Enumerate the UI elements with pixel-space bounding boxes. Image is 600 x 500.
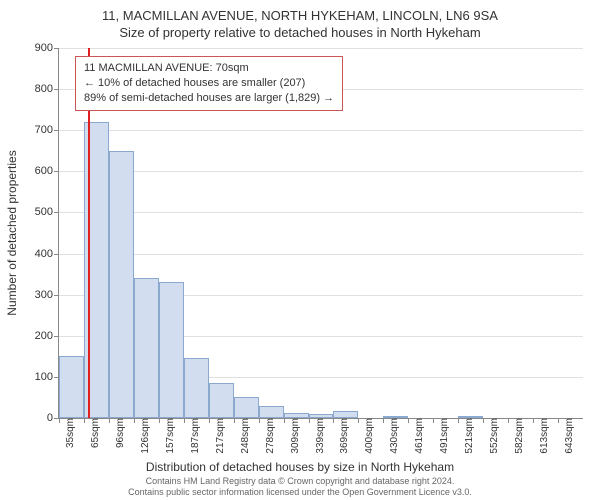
grid-line: [59, 212, 583, 213]
x-tick-mark: [234, 418, 235, 423]
grid-line: [59, 130, 583, 131]
x-tick-label: 369sqm: [337, 418, 350, 454]
x-tick-label: 491sqm: [437, 418, 450, 454]
x-tick-mark: [184, 418, 185, 423]
x-tick-mark: [383, 418, 384, 423]
y-tick-label: 900: [23, 42, 59, 54]
x-tick-label: 339sqm: [313, 418, 326, 454]
x-tick-label: 248sqm: [238, 418, 251, 454]
footer-line-2: Contains public sector information licen…: [0, 487, 600, 498]
x-tick-label: 278sqm: [263, 418, 276, 454]
x-tick-mark: [558, 418, 559, 423]
chart-title-main: 11, MACMILLAN AVENUE, NORTH HYKEHAM, LIN…: [0, 0, 600, 23]
x-tick-mark: [408, 418, 409, 423]
x-tick-label: 187sqm: [188, 418, 201, 454]
histogram-bar: [458, 416, 483, 418]
x-tick-label: 65sqm: [88, 418, 101, 448]
histogram-bar: [259, 406, 284, 418]
footer-line-1: Contains HM Land Registry data © Crown c…: [0, 476, 600, 487]
histogram-bar: [284, 413, 309, 418]
x-tick-label: 552sqm: [487, 418, 500, 454]
y-tick-label: 500: [23, 206, 59, 218]
y-tick-label: 700: [23, 124, 59, 136]
histogram-bar: [234, 397, 259, 418]
x-tick-mark: [458, 418, 459, 423]
y-tick-label: 300: [23, 289, 59, 301]
x-tick-mark: [309, 418, 310, 423]
y-tick-label: 0: [23, 412, 59, 424]
x-tick-mark: [333, 418, 334, 423]
plot-area: 010020030040050060070080090035sqm65sqm96…: [58, 48, 583, 419]
grid-line: [59, 171, 583, 172]
grid-line: [59, 48, 583, 49]
histogram-bar: [333, 411, 358, 418]
x-tick-mark: [209, 418, 210, 423]
info-line-3: 89% of semi-detached houses are larger (…: [84, 91, 334, 106]
x-tick-label: 613sqm: [537, 418, 550, 454]
y-tick-label: 200: [23, 330, 59, 342]
x-tick-mark: [358, 418, 359, 423]
x-tick-label: 643sqm: [562, 418, 575, 454]
x-tick-label: 309sqm: [288, 418, 301, 454]
x-tick-label: 217sqm: [213, 418, 226, 454]
histogram-bar: [184, 358, 209, 418]
x-tick-mark: [134, 418, 135, 423]
x-tick-label: 400sqm: [362, 418, 375, 454]
y-tick-label: 400: [23, 248, 59, 260]
y-axis-label: Number of detached properties: [5, 150, 19, 315]
info-line-2: ← 10% of detached houses are smaller (20…: [84, 76, 334, 91]
x-tick-mark: [259, 418, 260, 423]
x-tick-label: 430sqm: [387, 418, 400, 454]
y-tick-label: 800: [23, 83, 59, 95]
x-axis-title: Distribution of detached houses by size …: [0, 460, 600, 474]
histogram-bar: [109, 151, 134, 418]
x-tick-mark: [284, 418, 285, 423]
x-tick-mark: [84, 418, 85, 423]
histogram-bar: [159, 282, 184, 418]
x-tick-label: 582sqm: [512, 418, 525, 454]
info-line-1: 11 MACMILLAN AVENUE: 70sqm: [84, 61, 334, 76]
x-tick-mark: [159, 418, 160, 423]
chart-container: 11, MACMILLAN AVENUE, NORTH HYKEHAM, LIN…: [0, 0, 600, 500]
x-tick-label: 126sqm: [138, 418, 151, 454]
footer-attribution: Contains HM Land Registry data © Crown c…: [0, 476, 600, 498]
x-tick-label: 96sqm: [113, 418, 126, 448]
histogram-bar: [383, 416, 408, 418]
histogram-bar: [59, 356, 84, 418]
y-tick-label: 100: [23, 371, 59, 383]
x-tick-label: 157sqm: [163, 418, 176, 454]
x-tick-label: 461sqm: [412, 418, 425, 454]
grid-line: [59, 254, 583, 255]
x-tick-mark: [508, 418, 509, 423]
histogram-bar: [209, 383, 234, 418]
x-tick-label: 35sqm: [63, 418, 76, 448]
histogram-bar: [309, 414, 334, 418]
x-tick-mark: [483, 418, 484, 423]
histogram-bar: [134, 278, 159, 418]
y-tick-label: 600: [23, 165, 59, 177]
chart-title-sub: Size of property relative to detached ho…: [0, 23, 600, 40]
x-tick-mark: [533, 418, 534, 423]
x-tick-mark: [59, 418, 60, 423]
info-box: 11 MACMILLAN AVENUE: 70sqm ← 10% of deta…: [75, 56, 343, 111]
x-tick-mark: [109, 418, 110, 423]
x-tick-mark: [433, 418, 434, 423]
x-tick-label: 521sqm: [462, 418, 475, 454]
